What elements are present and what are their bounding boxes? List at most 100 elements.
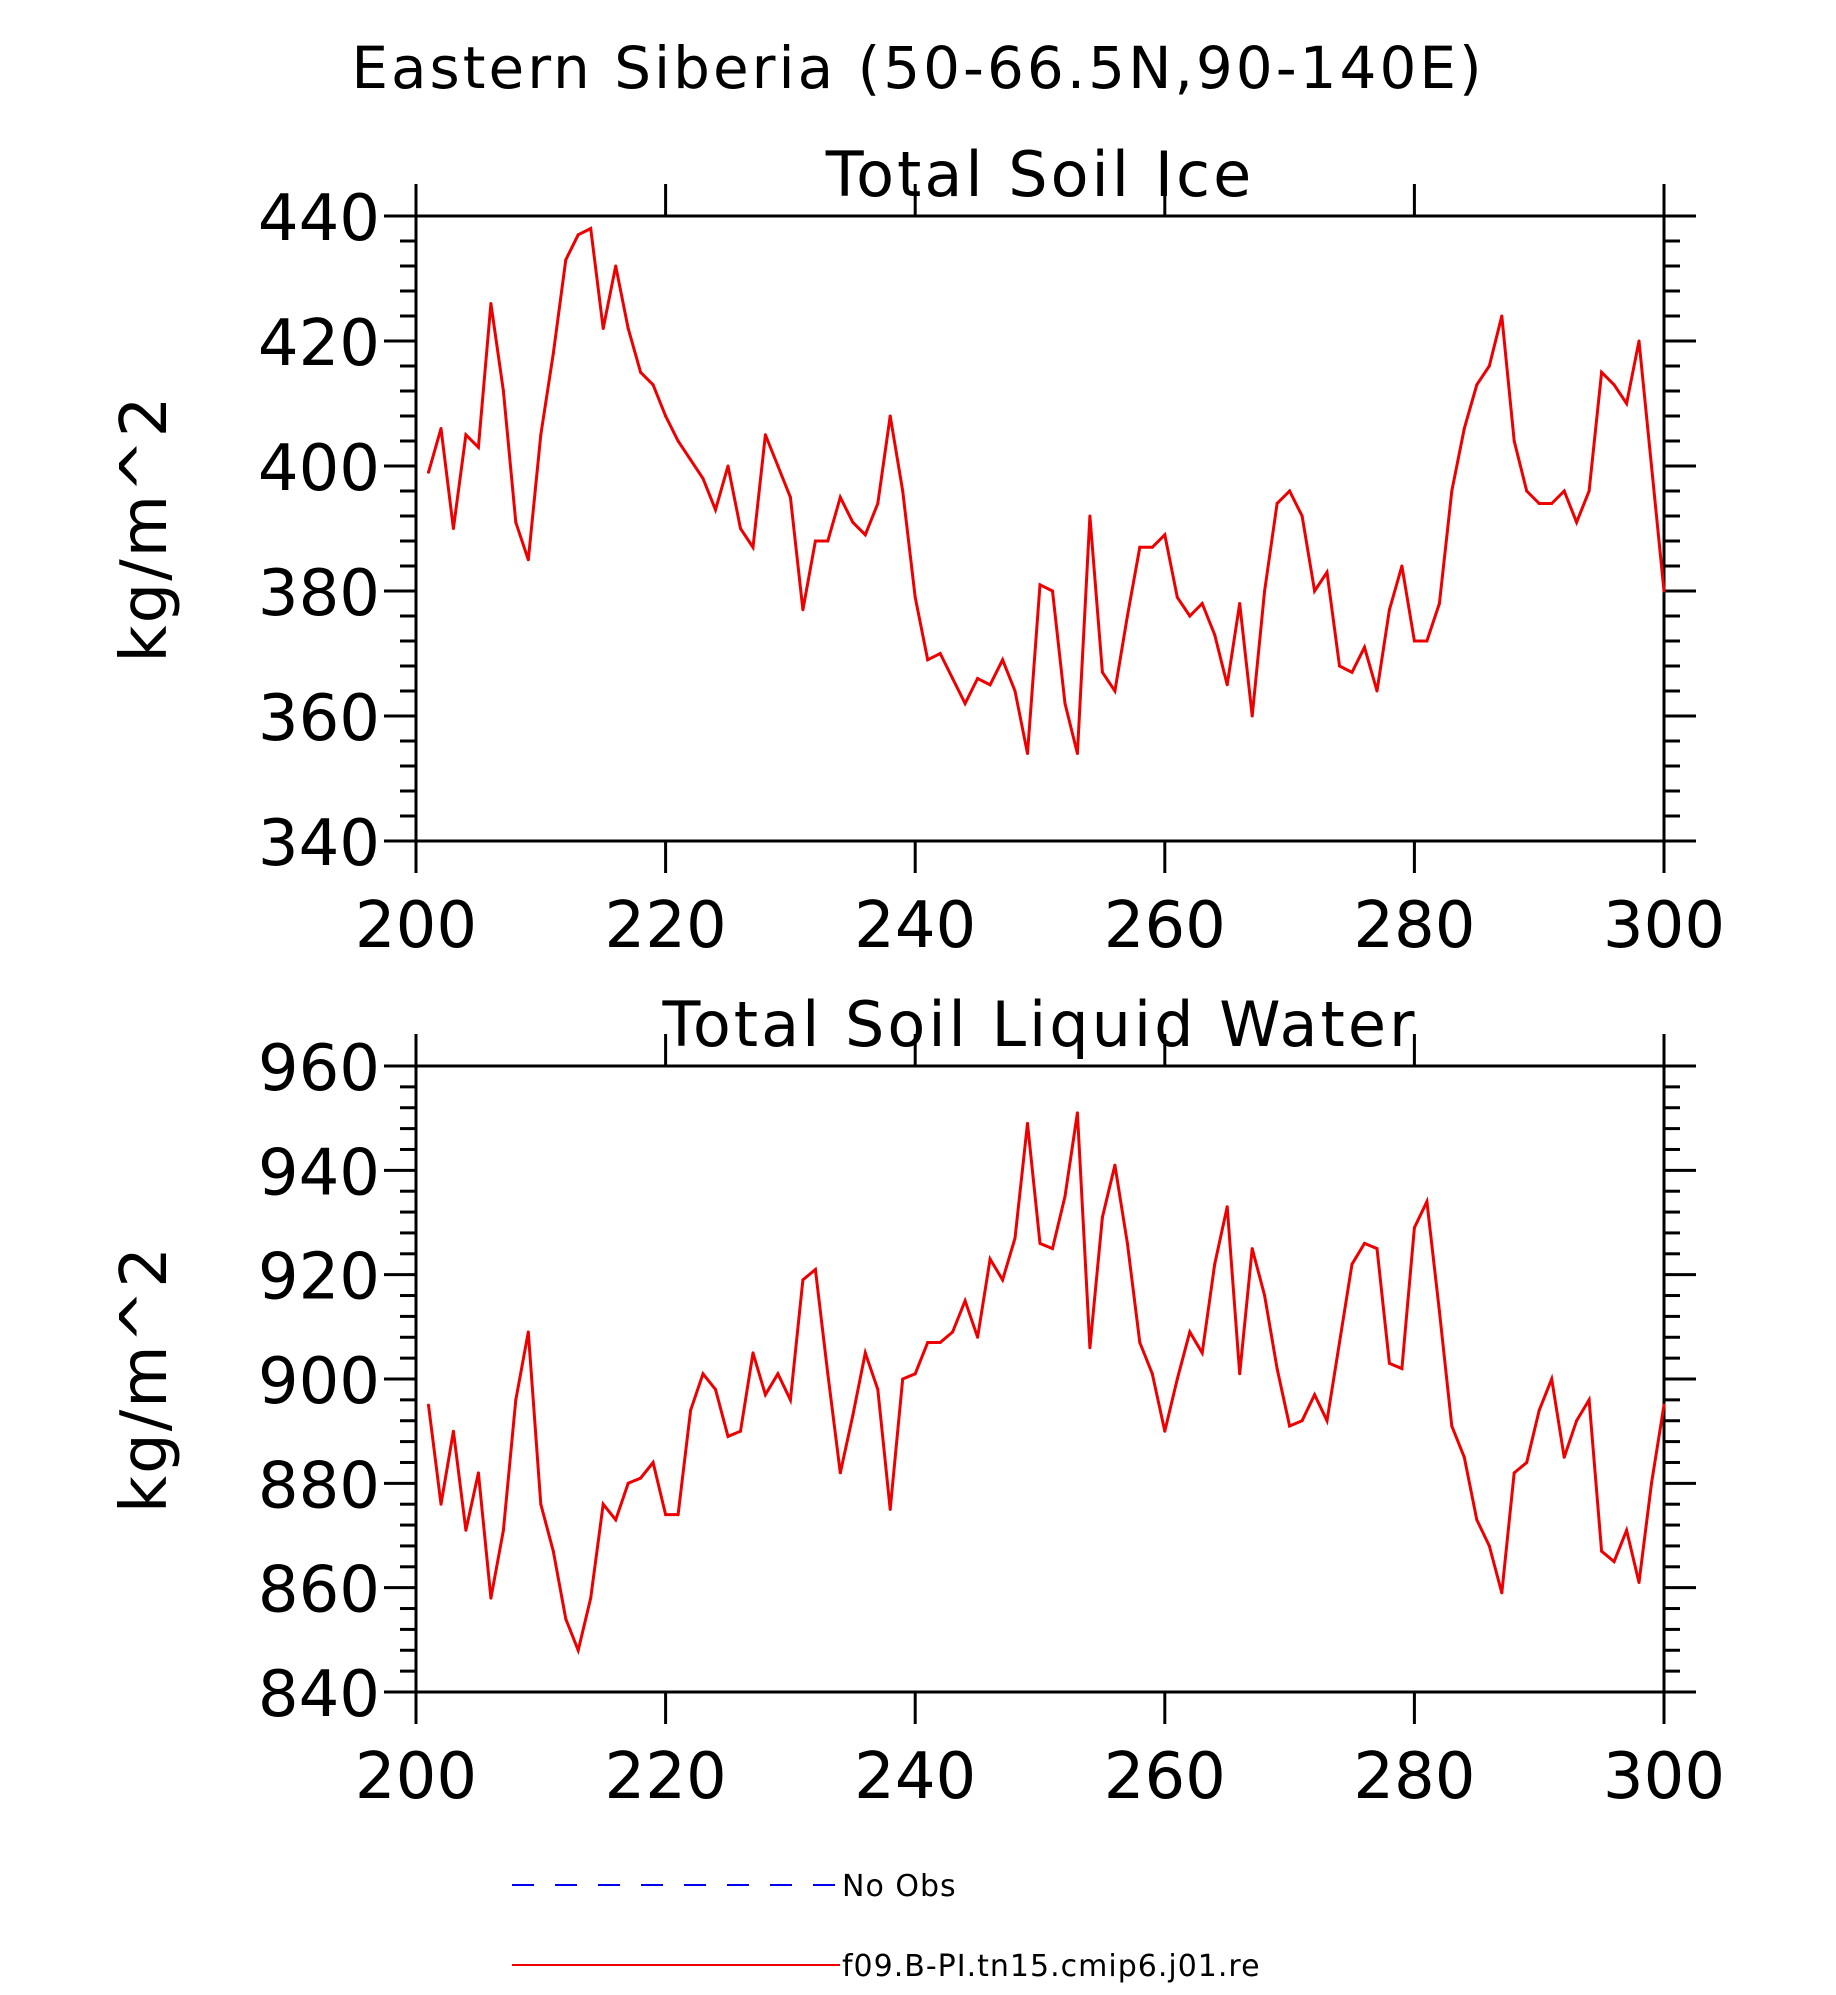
chart0-data-point [1150,545,1154,549]
chart0-xtick-label: 220 [605,889,727,963]
chart0-data-point [1375,689,1379,693]
chart0-title: Total Soil Ice [825,138,1254,211]
chart0-data-point [963,702,967,705]
chart0-data-point [901,489,905,493]
chart1-ytick-label: 880 [258,1449,380,1523]
chart0-data-point [1562,489,1566,493]
chart0-data-point [451,527,455,530]
chart0-xtick-label: 300 [1603,889,1725,963]
chart1-data-point [1225,1205,1229,1209]
chart1-data-point [701,1372,705,1376]
chart1-data-point [1113,1163,1117,1167]
chart0-data-point [1363,645,1366,649]
chart0-xtick-label: 260 [1104,889,1226,963]
chart1-data-point [1338,1341,1341,1344]
chart0-data-point [1487,364,1491,368]
chart0-data-point [938,652,942,655]
chart0-data-point [564,258,568,262]
chart1-ytick-label: 840 [258,1658,380,1732]
chart1-data-point [1125,1241,1129,1245]
chart0-data-point [826,539,830,543]
chart1-data-point [763,1393,767,1397]
chart0-data-point [1075,752,1079,755]
chart0-data-point [1475,383,1479,387]
chart1-data-point [1313,1393,1317,1397]
chart1-data-point [1075,1111,1079,1115]
chart0-data-point [1400,564,1404,568]
chart0-data-point [1450,489,1454,493]
chart1-data-point [676,1513,680,1517]
chart0-data-point [676,439,680,443]
chart1-series-points [427,1111,1666,1652]
chart0-data-point [1026,752,1029,755]
chart0-data-point [1612,383,1616,387]
chart0-data-point [1113,689,1117,693]
chart0-data-point [1200,602,1204,605]
chart0-data-point [439,427,443,430]
chart1-data-point [564,1617,568,1621]
chart1-data-point [639,1476,643,1480]
chart1-data-point [1300,1419,1304,1423]
chart1-data-point [551,1549,555,1553]
chart1-data-point [1026,1121,1029,1125]
chart1-data-point [1462,1455,1466,1459]
chart1-data-point [1550,1377,1554,1381]
chart0-data-point [1650,464,1653,468]
chart0-data-point [701,477,705,480]
chart1-data-point [1013,1236,1017,1240]
chart1-data-point [514,1398,518,1402]
chart0-data-point [626,327,630,330]
chart0-data-point [1138,545,1142,549]
chart1-data-point [1662,1403,1666,1407]
chart1-data-point [1163,1429,1167,1433]
chart0-series-f09-b-pi-tn15-cmip6-j01-re [427,226,1666,754]
chart1-ylabel: kg/m^2 [108,1245,182,1513]
chart1-data-point [439,1502,443,1506]
chart0-data-point [876,502,880,505]
chart1-data-point [1450,1424,1454,1428]
chart0-data-point [1063,702,1067,705]
chart1-data-point [1437,1309,1441,1313]
chart0-data-point [1600,370,1604,374]
legend-label-model-run: f09.B-PI.tn15.cmip6.j01.re [842,1949,1261,1984]
chart1-data-point [576,1648,580,1652]
chart1-data-point [888,1507,892,1511]
chart1-data-point [589,1596,593,1600]
chart0-data-point [976,677,980,680]
chart0-data-point [551,352,555,355]
legend-item-model-run: f09.B-PI.tn15.cmip6.j01.re [512,1949,1261,1984]
chart1-data-point [1537,1408,1541,1412]
chart1-data-point [1600,1549,1604,1553]
chart1-data-point [1587,1398,1591,1402]
chart1-data-point [489,1596,493,1600]
chart0-data-point [851,520,855,524]
chart0-data-point [476,445,480,449]
chart0-data-point [689,458,693,462]
chart0-ytick-label: 360 [258,682,380,756]
chart0-data-point [838,495,842,499]
chart0-data-point [501,389,505,393]
chart1-data-point [1375,1247,1379,1251]
chart1-data-point [739,1429,742,1433]
chart0-data-point [1412,639,1416,643]
chart1-xtick-label: 260 [1104,1740,1226,1814]
chart1-data-point [776,1372,780,1376]
chart1-data-point [1500,1591,1504,1595]
chart1-data-point [1400,1367,1404,1371]
chart0-data-point [526,558,530,562]
chart1-data-point [651,1461,655,1464]
chart0-data-point [888,414,892,418]
chart1-data-point [976,1335,980,1339]
chart0-series-points [427,227,1666,755]
chart0-data-point [988,683,992,687]
chart0-data-point [726,464,730,468]
chart1-data-point [901,1377,905,1381]
chart0-data-point [1125,614,1129,618]
chart1-data-point [601,1502,605,1506]
chart-total-soil-liquid-water: Total Soil Liquid Water 200 220 240 260 280 30… [108,988,1725,1814]
chart1-data-point [1213,1262,1217,1266]
chart0-data-point [776,464,780,468]
chart0-ytick-label: 400 [258,432,380,506]
chart0-xtick-label: 240 [854,889,976,963]
